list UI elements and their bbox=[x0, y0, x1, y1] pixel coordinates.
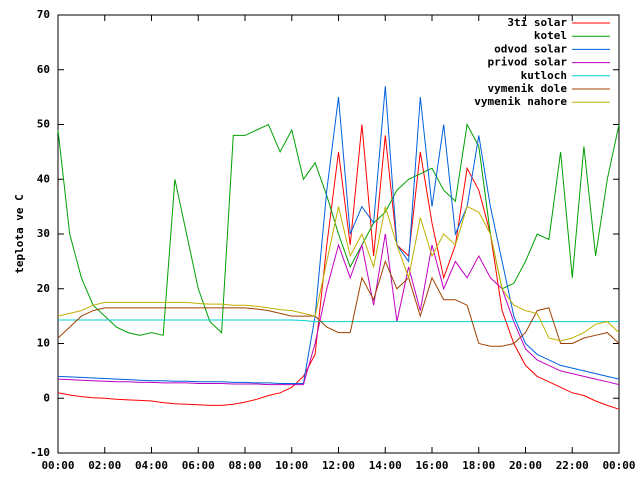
legend-label: vymenik dole bbox=[488, 82, 568, 95]
x-tick-label: 20:00 bbox=[509, 459, 542, 472]
x-tick-label: 16:00 bbox=[415, 459, 448, 472]
x-tick-label: 08:00 bbox=[228, 459, 261, 472]
legend-label: 3ti solar bbox=[507, 16, 567, 29]
x-tick-label: 00:00 bbox=[602, 459, 635, 472]
series-line bbox=[57, 122, 620, 336]
x-tick-label: 02:00 bbox=[88, 459, 121, 472]
series-line bbox=[57, 233, 620, 386]
x-tick-label: 04:00 bbox=[135, 459, 168, 472]
y-tick-label: 0 bbox=[43, 391, 50, 404]
y-tick-label: 50 bbox=[37, 118, 50, 131]
y-tick-label: 70 bbox=[37, 8, 50, 21]
legend-label: vymenik nahore bbox=[474, 95, 567, 108]
y-tick-label: -10 bbox=[30, 446, 50, 459]
x-tick-label: 10:00 bbox=[275, 459, 308, 472]
x-tick-label: 06:00 bbox=[182, 459, 215, 472]
y-tick-label: 60 bbox=[37, 63, 50, 76]
x-tick-label: 12:00 bbox=[322, 459, 355, 472]
x-tick-label: 22:00 bbox=[556, 459, 589, 472]
y-tick-label: 30 bbox=[37, 227, 50, 240]
x-tick-label: 14:00 bbox=[369, 459, 402, 472]
legend-label: privod solar bbox=[488, 56, 568, 69]
series-line bbox=[57, 124, 620, 410]
series-line bbox=[58, 319, 619, 323]
legend-label: kutloch bbox=[521, 69, 567, 82]
legend-label: odvod solar bbox=[494, 42, 567, 55]
y-axis-label: teplota ve C bbox=[13, 194, 26, 273]
y-tick-label: 40 bbox=[37, 172, 50, 185]
series-line bbox=[57, 259, 620, 347]
y-tick-label: 10 bbox=[37, 337, 50, 350]
legend-label: kotel bbox=[534, 29, 567, 42]
y-tick-label: 20 bbox=[37, 282, 50, 295]
series-line bbox=[57, 86, 620, 384]
x-tick-label: 18:00 bbox=[462, 459, 495, 472]
series-line bbox=[57, 205, 620, 342]
x-tick-label: 00:00 bbox=[41, 459, 74, 472]
